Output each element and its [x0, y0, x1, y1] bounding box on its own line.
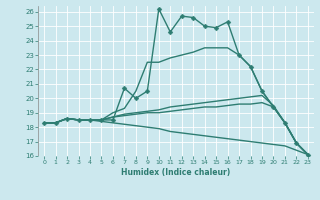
X-axis label: Humidex (Indice chaleur): Humidex (Indice chaleur)	[121, 168, 231, 177]
